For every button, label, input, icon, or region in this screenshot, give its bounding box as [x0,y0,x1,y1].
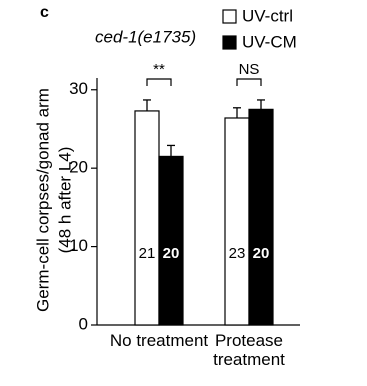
y-axis-label: Germ-cell corpses/gonad arm [33,88,52,312]
n-label: 23 [229,245,246,262]
bar [134,110,160,326]
x-tick-label: Protease treatment [213,331,285,369]
n-label: 20 [253,245,270,262]
chart-title: ced-1(e1735) [95,27,196,46]
y-axis-label: (48 h after L4) [55,147,74,254]
n-label: 21 [139,245,156,262]
significance-label: ** [153,61,165,78]
bar [158,155,184,326]
y-tick-label: 10 [69,236,88,255]
bar [248,108,274,326]
significance-bracket [146,78,172,86]
legend-label: UV-CM [242,32,297,51]
legend-swatch [222,9,237,24]
x-tick-label: No treatment [109,331,209,350]
significance-label: NS [239,61,260,78]
significance-bracket [236,78,262,86]
legend-swatch [222,35,237,50]
n-label: 20 [163,245,180,262]
y-tick-label: 30 [69,79,88,98]
bar [224,117,250,326]
panel-label: c [40,4,49,21]
legend-label: UV-ctrl [242,6,293,25]
y-tick-label: 20 [69,158,88,177]
y-tick-label: 0 [79,314,88,333]
